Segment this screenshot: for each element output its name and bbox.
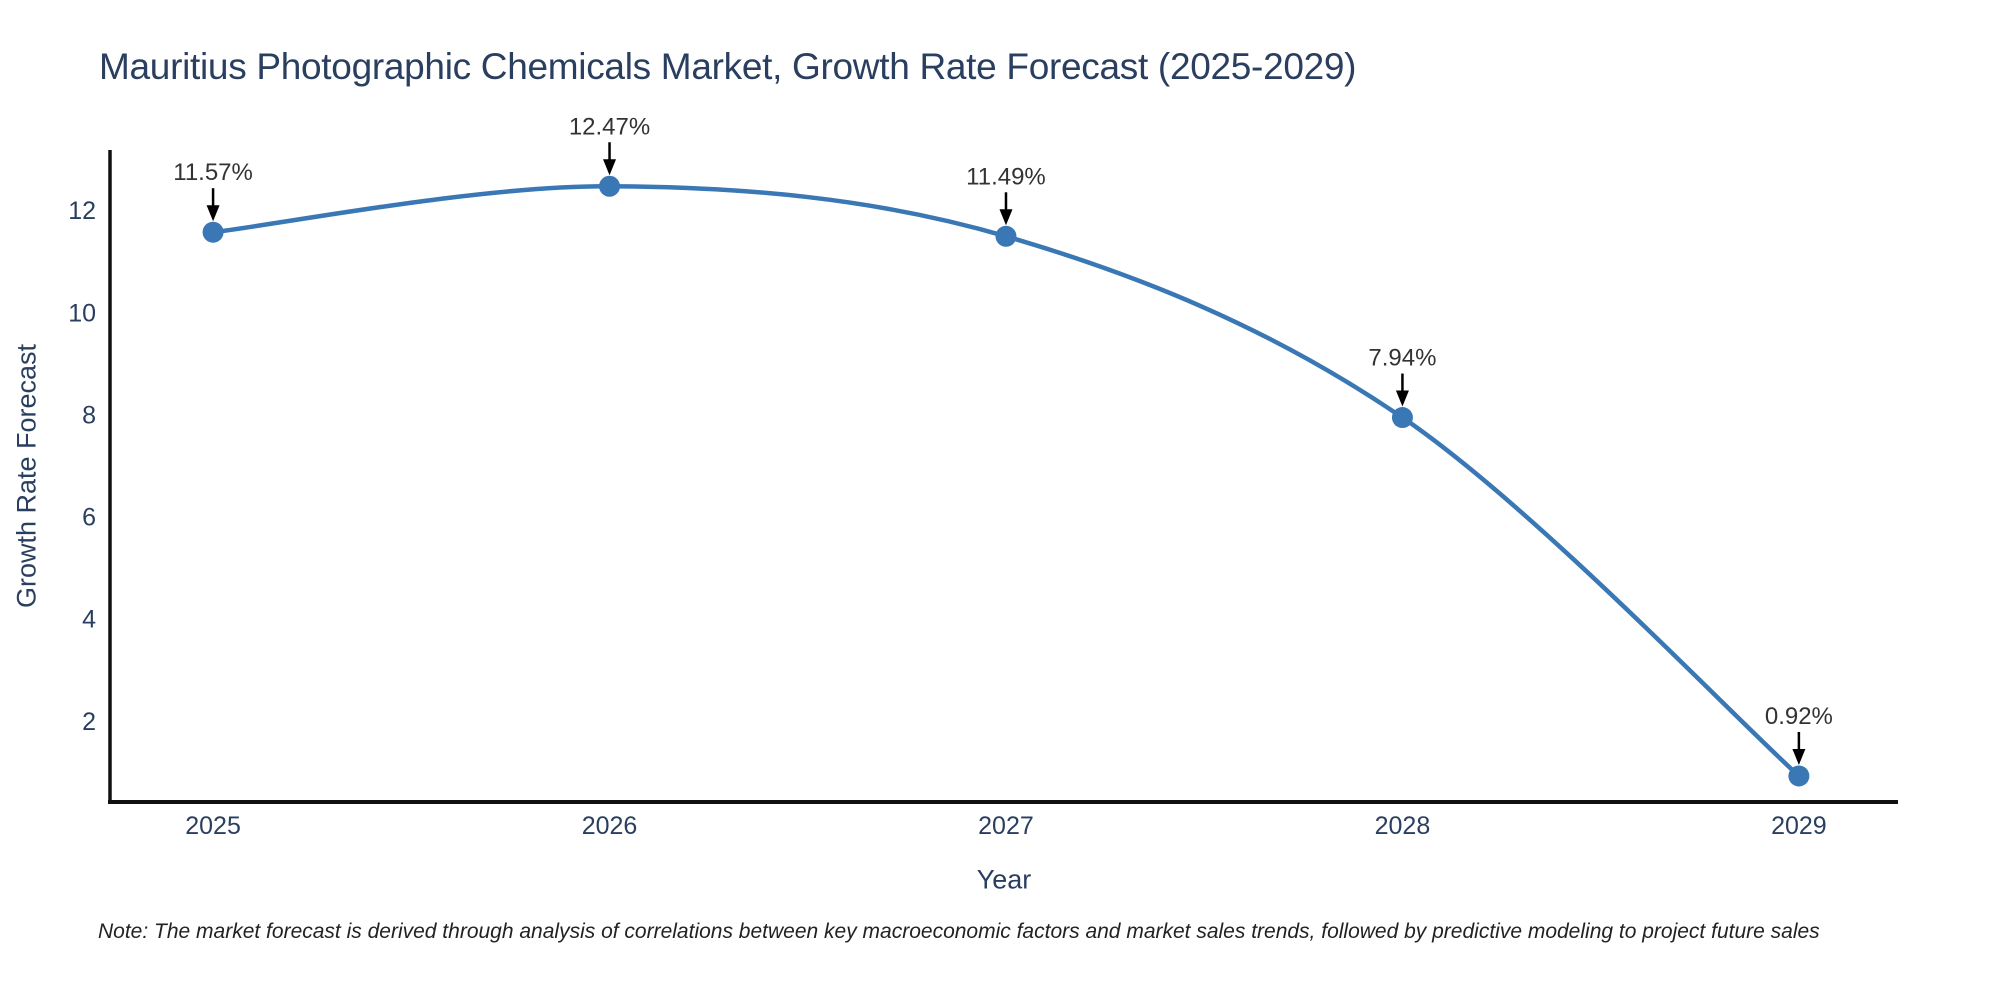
annotation-arrowhead-icon (1792, 748, 1806, 765)
data-point-marker (995, 225, 1017, 247)
data-point-label: 12.47% (569, 113, 650, 140)
data-point-marker (1788, 765, 1810, 787)
annotation-arrowhead-icon (206, 205, 220, 222)
annotation-arrowhead-icon (1395, 390, 1409, 407)
y-tick-label: 2 (82, 708, 96, 736)
y-tick-label: 6 (82, 504, 96, 532)
x-tick-label: 2028 (1375, 812, 1431, 840)
growth-rate-line (210, 183, 1802, 779)
y-tick-label: 12 (68, 197, 96, 225)
y-axis-title: Growth Rate Forecast (11, 343, 42, 609)
data-point-marker (1391, 407, 1413, 429)
annotation-arrowhead-icon (603, 159, 617, 176)
data-point-label: 0.92% (1765, 703, 1833, 730)
chart-title: Mauritius Photographic Chemicals Market,… (99, 46, 1357, 87)
data-point-label: 11.49% (966, 163, 1046, 190)
x-axis-title: Year (976, 864, 1032, 895)
y-tick-label: 10 (68, 299, 96, 327)
y-tick-label: 4 (82, 606, 96, 634)
x-tick-label: 2026 (582, 812, 638, 840)
annotation-arrowhead-icon (999, 209, 1013, 226)
data-point-marker (599, 175, 621, 197)
data-point-label: 7.94% (1368, 345, 1436, 372)
data-point-label: 11.57% (173, 159, 253, 186)
data-point-marker (202, 221, 224, 243)
footnote: Note: The market forecast is derived thr… (98, 920, 1820, 943)
x-tick-label: 2029 (1771, 812, 1827, 840)
x-tick-label: 2025 (185, 812, 241, 840)
x-tick-label: 2027 (978, 812, 1034, 840)
y-tick-label: 8 (82, 401, 96, 429)
